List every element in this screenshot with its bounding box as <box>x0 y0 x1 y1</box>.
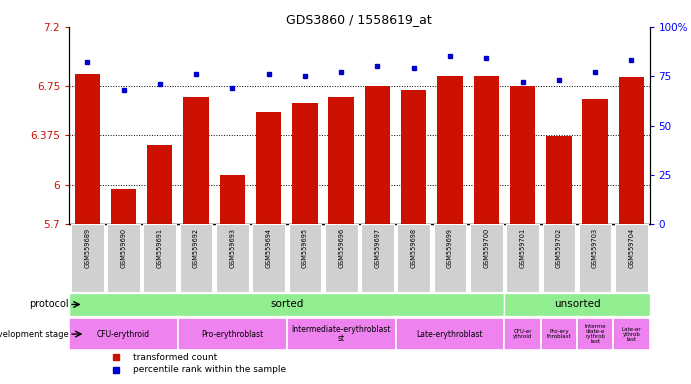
Text: GSM559699: GSM559699 <box>447 228 453 268</box>
FancyBboxPatch shape <box>579 224 612 292</box>
Text: GSM559692: GSM559692 <box>193 228 199 268</box>
Bar <box>328 97 354 224</box>
Text: GSM559700: GSM559700 <box>483 228 489 268</box>
FancyBboxPatch shape <box>180 224 212 292</box>
Bar <box>473 76 499 224</box>
Text: sorted: sorted <box>270 300 303 310</box>
Bar <box>256 113 281 224</box>
FancyBboxPatch shape <box>69 318 178 350</box>
Bar <box>75 74 100 224</box>
Bar <box>618 77 644 224</box>
Text: GSM559701: GSM559701 <box>520 228 526 268</box>
Text: GSM559698: GSM559698 <box>410 228 417 268</box>
Bar <box>183 97 209 224</box>
Text: GSM559702: GSM559702 <box>556 228 562 268</box>
Bar <box>583 99 608 224</box>
FancyBboxPatch shape <box>507 224 539 292</box>
Text: GSM559693: GSM559693 <box>229 228 236 268</box>
Bar <box>510 86 536 224</box>
Text: protocol: protocol <box>30 300 69 310</box>
Text: Late-er
ythrob
last: Late-er ythrob last <box>622 326 641 341</box>
Text: GSM559690: GSM559690 <box>120 228 126 268</box>
FancyBboxPatch shape <box>71 224 104 292</box>
FancyBboxPatch shape <box>470 224 502 292</box>
FancyBboxPatch shape <box>542 224 575 292</box>
FancyBboxPatch shape <box>395 318 504 350</box>
Bar <box>437 76 463 224</box>
FancyBboxPatch shape <box>504 293 650 316</box>
Text: unsorted: unsorted <box>553 300 600 310</box>
Bar <box>365 86 390 224</box>
FancyBboxPatch shape <box>615 224 647 292</box>
Text: GSM559703: GSM559703 <box>592 228 598 268</box>
Text: percentile rank within the sample: percentile rank within the sample <box>133 366 286 374</box>
FancyBboxPatch shape <box>216 224 249 292</box>
Text: Late-erythroblast: Late-erythroblast <box>417 329 483 339</box>
Text: Interme
diate-e
rythrob
last: Interme diate-e rythrob last <box>585 324 606 344</box>
FancyBboxPatch shape <box>252 224 285 292</box>
Text: transformed count: transformed count <box>133 353 217 362</box>
FancyBboxPatch shape <box>107 224 140 292</box>
Text: GSM559697: GSM559697 <box>375 228 381 268</box>
FancyBboxPatch shape <box>540 318 577 350</box>
Text: Intermediate-erythroblast
st: Intermediate-erythroblast st <box>292 325 391 343</box>
Title: GDS3860 / 1558619_at: GDS3860 / 1558619_at <box>287 13 432 26</box>
Text: GSM559689: GSM559689 <box>84 228 91 268</box>
Text: GSM559695: GSM559695 <box>302 228 308 268</box>
Text: Pro-ery
throblast: Pro-ery throblast <box>547 329 571 339</box>
Text: GSM559694: GSM559694 <box>265 228 272 268</box>
FancyBboxPatch shape <box>144 224 176 292</box>
FancyBboxPatch shape <box>434 224 466 292</box>
Text: development stage: development stage <box>0 329 69 339</box>
Bar <box>292 103 318 224</box>
Text: CFU-erythroid: CFU-erythroid <box>97 329 150 339</box>
FancyBboxPatch shape <box>361 224 394 292</box>
Bar <box>147 145 173 224</box>
FancyBboxPatch shape <box>397 224 430 292</box>
Text: GSM559696: GSM559696 <box>338 228 344 268</box>
Bar <box>401 90 426 224</box>
FancyBboxPatch shape <box>325 224 357 292</box>
Text: GSM559704: GSM559704 <box>628 228 634 268</box>
FancyBboxPatch shape <box>577 318 613 350</box>
Bar <box>546 136 571 224</box>
FancyBboxPatch shape <box>613 318 650 350</box>
Bar <box>220 175 245 224</box>
Text: Pro-erythroblast: Pro-erythroblast <box>201 329 263 339</box>
FancyBboxPatch shape <box>69 293 504 316</box>
Text: GSM559691: GSM559691 <box>157 228 163 268</box>
FancyBboxPatch shape <box>178 318 287 350</box>
FancyBboxPatch shape <box>287 318 395 350</box>
FancyBboxPatch shape <box>289 224 321 292</box>
Bar <box>111 189 136 224</box>
Text: CFU-er
ythroid: CFU-er ythroid <box>513 329 532 339</box>
FancyBboxPatch shape <box>504 318 540 350</box>
